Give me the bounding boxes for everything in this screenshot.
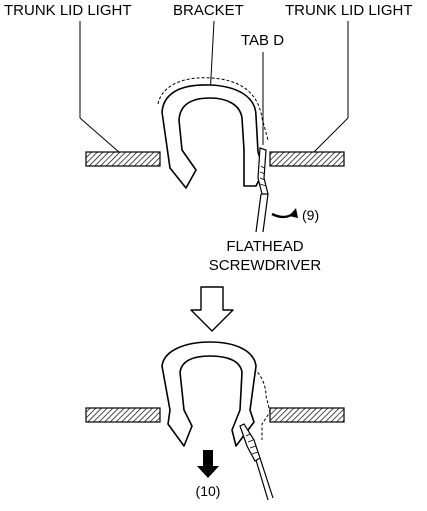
label-trunk-lid-light-left: TRUNK LID LIGHT	[4, 2, 132, 19]
next-step-arrow	[190, 286, 234, 332]
label-screwdriver-line1: FLATHEAD	[226, 238, 303, 255]
bracket-deformed-outline-top	[157, 77, 269, 141]
screwdriver-tip-bottom	[239, 423, 261, 462]
pull-down-arrow-10	[197, 450, 219, 478]
trunk-lid-panel-left-bottom	[85, 407, 161, 423]
leader-bracket	[209, 20, 215, 97]
screwdriver-tip-top	[257, 147, 269, 195]
trunk-lid-panel-right-top	[269, 151, 345, 167]
label-trunk-lid-light-right: TRUNK LID LIGHT	[285, 2, 413, 19]
trunk-lid-panel-left-top	[85, 151, 161, 167]
bracket-clip-top	[161, 84, 265, 189]
leader-left-light-diag	[79, 117, 121, 154]
screwdriver-shaft-top-b	[262, 193, 269, 233]
trunk-lid-panel-right-bottom	[269, 407, 345, 423]
rotate-arrowhead-9	[289, 208, 298, 218]
leader-right-light-diag	[312, 117, 349, 154]
bracket-clip-bottom	[161, 341, 257, 447]
screwdriver-shaft-top-a	[255, 193, 262, 233]
label-screwdriver-line2: SCREWDRIVER	[209, 257, 322, 274]
label-bracket: BRACKET	[173, 2, 244, 19]
label-step-9: (9)	[302, 207, 319, 223]
label-tab-d: TAB D	[241, 32, 284, 49]
screwdriver-shaft-bottom-b	[259, 457, 274, 499]
tab-dashed-outline-bottom	[249, 365, 271, 440]
screwdriver-shaft-bottom-a	[255, 459, 269, 501]
label-step-10: (10)	[196, 483, 221, 499]
